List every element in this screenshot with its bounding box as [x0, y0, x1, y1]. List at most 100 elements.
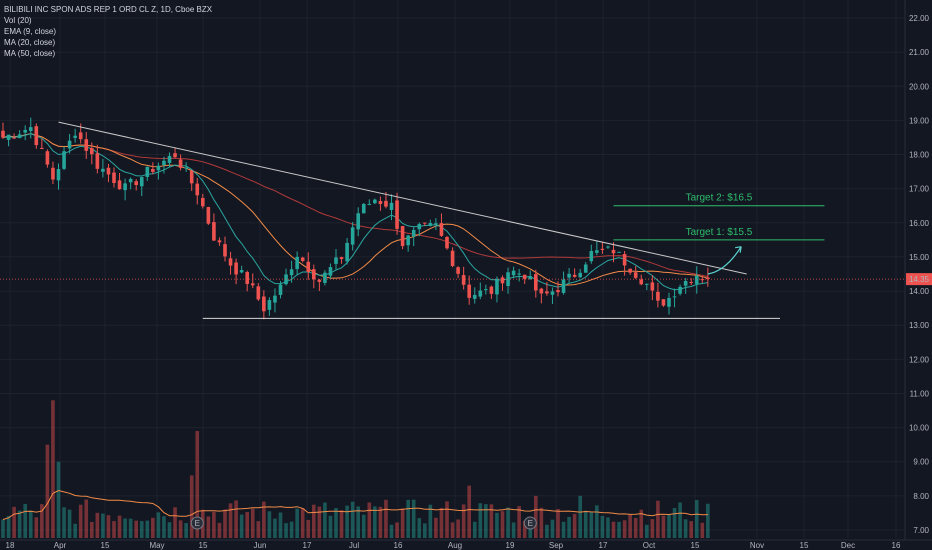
x-tick-label: Apr [54, 541, 67, 550]
legend-ema[interactable]: EMA (9, close) [4, 27, 57, 36]
candle-body [323, 272, 327, 283]
candle-body [12, 137, 16, 139]
symbol-title[interactable]: BILIBILI INC SPON ADS REP 1 ORD CL Z, 1D… [4, 5, 213, 14]
candle-body [423, 222, 427, 224]
volume-bar [706, 503, 710, 538]
candle-body [439, 223, 444, 236]
candle-body [278, 284, 283, 295]
candle-body [139, 177, 144, 187]
volume-bar [90, 521, 94, 538]
volume-bar [506, 507, 510, 538]
volume-bar [323, 502, 327, 538]
volume-bar [545, 524, 549, 538]
volume-bar [434, 517, 438, 538]
volume-bar [367, 502, 372, 538]
volume-bar [633, 517, 638, 538]
legend-ma20[interactable]: MA (20, close) [4, 38, 56, 47]
candle-body [639, 279, 644, 285]
candle-body [683, 280, 688, 286]
candle-body [34, 126, 39, 146]
candle-body [606, 246, 610, 248]
volume-bar [6, 516, 11, 538]
x-tick-label: 17 [303, 541, 312, 550]
time-axis[interactable]: 18 Apr 15 May 15 Jun 17 Jul 16 Aug 19 Sep 17 Oct 15 Nov… [0, 539, 932, 550]
candle-body [572, 274, 577, 277]
volume-bar [34, 517, 39, 538]
candle-body [617, 251, 621, 253]
candle-body [678, 286, 682, 294]
price-axis[interactable]: 22.00 21.00 20.00 19.00 18.00 17.00 16.00 15.00… [904, 0, 932, 550]
volume-bar [156, 512, 161, 538]
y-tick-label: 17.00 [909, 185, 930, 194]
volume-bar [500, 511, 505, 538]
volume-bar [378, 506, 383, 538]
candle-body [167, 155, 172, 163]
candle-body [517, 273, 521, 275]
volume-bar [217, 522, 222, 538]
volume-bars [1, 400, 710, 538]
candle-body [539, 288, 544, 294]
candle-body [484, 289, 488, 291]
volume-bar [12, 506, 16, 538]
volume-bar [478, 503, 483, 538]
legend-ma50[interactable]: MA (50, close) [4, 49, 56, 58]
target-label: Target 2: $16.5 [686, 193, 753, 204]
drawings: Target 1: $15.5 Target 2: $16.5 E E [0, 121, 904, 530]
candle-body [28, 127, 33, 132]
volume-bar [223, 509, 227, 538]
candle-body [578, 272, 582, 278]
candle-body [184, 167, 188, 169]
y-tick-label: 19.00 [909, 116, 930, 125]
candle-body [250, 283, 255, 286]
candle-body [267, 300, 272, 310]
candle-body [378, 200, 383, 205]
volume-bar [389, 524, 394, 538]
x-tick-label: Aug [448, 541, 462, 550]
candle-body [400, 226, 405, 247]
volume-ma-line [2, 489, 708, 520]
volume-bar [517, 506, 521, 538]
volume-bar [589, 511, 594, 538]
volume-bar [461, 504, 466, 538]
y-tick-label: 15.00 [909, 253, 930, 262]
volume-bar [245, 512, 249, 538]
candle-body [428, 223, 433, 226]
candle-body [583, 264, 588, 273]
candle-body [51, 167, 55, 180]
volume-bar [467, 485, 471, 538]
candle-body [595, 250, 599, 253]
volume-bar [256, 521, 261, 538]
volume-bar [395, 522, 399, 538]
candle-body [456, 267, 460, 274]
volume-bar [472, 521, 477, 538]
x-tick-label: 16 [892, 541, 901, 550]
ma20-line [2, 133, 709, 286]
volume-bar [617, 521, 621, 538]
candle-body [339, 257, 344, 260]
volume-bar [51, 400, 55, 538]
volume-bar [250, 508, 255, 538]
candle-body [478, 290, 483, 297]
candle-body [289, 269, 294, 276]
candle-body [40, 147, 44, 149]
candle-body [522, 274, 527, 279]
volume-bar [62, 507, 66, 538]
legend-vol[interactable]: Vol (20) [4, 16, 32, 25]
volume-bar [611, 521, 616, 538]
volume-bar [484, 504, 488, 538]
candle-body [417, 224, 422, 230]
candle-body [56, 169, 61, 181]
candle-body [672, 296, 677, 298]
volume-bar [40, 504, 44, 538]
volume-bar [45, 444, 50, 538]
candle-body [689, 282, 693, 284]
volume-bar [428, 504, 433, 538]
volume-bar [228, 503, 233, 538]
forecast-arrowhead [735, 246, 742, 253]
candle-body [661, 299, 666, 306]
volume-bar [95, 512, 100, 538]
candle-body [545, 291, 549, 294]
x-tick-label: 19 [506, 541, 515, 550]
candle-body [173, 153, 177, 158]
